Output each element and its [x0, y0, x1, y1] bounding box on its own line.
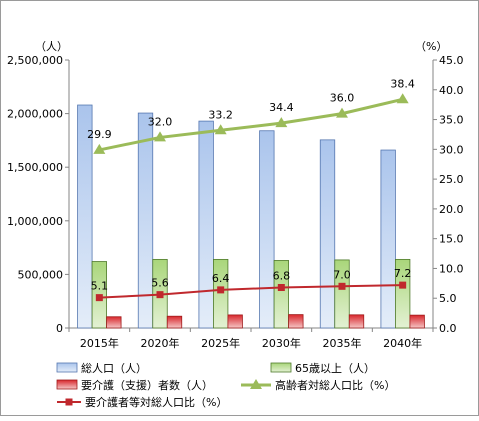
label-aged-ratio: 34.4: [269, 101, 294, 114]
left-axis: 0 500,000 1,000,000 1,500,000 2,000,000 2,500…: [7, 54, 69, 335]
point-aged-ratio: [396, 93, 409, 104]
right-axis-unit-label: （%）: [415, 40, 447, 53]
legend-aged-65-plus-swatch: [270, 362, 292, 373]
point-care-ratio: [277, 284, 285, 292]
line-care-ratio: [99, 284, 403, 299]
legend-aged-65-plus-label: 65歳以上（人）: [295, 362, 375, 375]
x-axis-labels: 2015年 2020年 2025年 2030年 2035年 2040年: [68, 328, 434, 350]
point-aged-ratio: [154, 131, 166, 142]
x-axis-tick-label: 2030年: [262, 336, 301, 350]
x-axis-tick-label: 2035年: [323, 336, 362, 350]
x-axis-tick-label: 2020年: [141, 336, 180, 350]
point-aged-ratio: [214, 124, 227, 135]
right-axis-tick-label: 40.0: [439, 84, 464, 97]
bar-total-population: [137, 112, 154, 329]
x-axis-tick-label: 2040年: [383, 336, 422, 350]
point-care-ratio: [399, 281, 407, 289]
right-axis-tick-label: 15.0: [439, 233, 464, 246]
right-axis-tick-label: 5.0: [439, 292, 457, 305]
left-axis-tick-label: 500,000: [18, 268, 64, 281]
x-axis-tick-label: 2015年: [80, 336, 119, 350]
bar-total-population: [198, 120, 214, 329]
right-axis-tick-label: 30.0: [439, 143, 464, 156]
legend-care-ratio-swatch-marker: [65, 398, 73, 406]
bar-aged-65-plus: [334, 259, 350, 329]
legend-care-recipients-label: 要介護（支援）者数（人）: [81, 378, 213, 392]
left-axis-tick-label: 2,000,000: [7, 108, 63, 121]
bar-aged-65-plus: [213, 258, 229, 329]
left-axis-tick-label: 2,500,000: [7, 54, 63, 67]
legend: 総人口（人） 65歳以上（人） 要介護（支援）者数（人） 高齢者対総人口比（%） 要介護…: [56, 361, 395, 409]
bar-total-population: [259, 130, 275, 329]
left-axis-tick-label: 1,500,000: [7, 161, 63, 174]
bar-care-recipients: [348, 314, 365, 329]
label-aged-ratio: 36.0: [330, 92, 355, 105]
bar-total-population: [319, 139, 336, 329]
label-care-ratio: 5.1: [91, 280, 109, 293]
bar-care-recipients: [288, 314, 304, 329]
right-axis-tick-label: 45.0: [439, 54, 464, 67]
point-aged-ratio: [93, 143, 106, 154]
legend-aged-ratio-label: 高齢者対総人口比（%）: [275, 378, 395, 392]
line-aged-ratio: [99, 97, 404, 152]
label-care-ratio: 5.6: [151, 277, 169, 290]
legend-aged-ratio-swatch-marker: [250, 379, 262, 389]
point-care-ratio: [217, 286, 225, 294]
right-axis-tick-label: 35.0: [439, 114, 464, 127]
label-care-ratio: 7.2: [394, 267, 412, 280]
label-care-ratio: 6.4: [212, 272, 230, 285]
right-axis-tick-label: 0.0: [439, 322, 457, 335]
right-axis-tick-label: 10.0: [439, 262, 464, 275]
label-care-ratio: 6.8: [273, 270, 291, 283]
line-series: 29.9 32.0 33.2 34.4 36.0 38.4 5.1 5.6 6.4 6.8 7.0 7…: [87, 77, 415, 302]
label-aged-ratio: 38.4: [390, 77, 415, 90]
legend-care-recipients-swatch: [56, 379, 78, 390]
bar-care-recipients: [409, 314, 425, 329]
right-axis-tick-label: 20.0: [439, 203, 464, 216]
label-aged-ratio: 32.0: [148, 115, 173, 128]
left-axis-tick-label: 1,000,000: [7, 215, 63, 228]
legend-total-population-swatch: [56, 362, 78, 373]
bar-care-recipients: [166, 315, 183, 329]
point-care-ratio: [338, 282, 346, 290]
left-axis-unit-label: （人）: [35, 40, 68, 53]
left-axis-tick-label: 0: [56, 322, 63, 335]
point-aged-ratio: [336, 107, 348, 118]
x-axis-tick-label: 2025年: [201, 336, 240, 350]
bar-aged-65-plus: [273, 260, 289, 329]
bar-series: [77, 104, 425, 329]
bar-care-recipients: [106, 316, 122, 329]
bar-care-recipients: [227, 314, 243, 329]
label-aged-ratio: 33.2: [208, 108, 233, 121]
bar-total-population: [380, 149, 396, 329]
label-care-ratio: 7.0: [333, 268, 351, 281]
right-axis: 0.0 5.0 10.0 15.0 20.0 25.0 30.0 35.0 40.0 45.0: [433, 54, 464, 335]
point-care-ratio: [156, 291, 164, 299]
bar-aged-65-plus: [395, 258, 411, 329]
legend-total-population-label: 総人口（人）: [81, 361, 147, 375]
legend-care-ratio-label: 要介護者等対総人口比（%）: [85, 395, 227, 409]
point-care-ratio: [95, 294, 103, 302]
label-aged-ratio: 29.9: [87, 128, 112, 141]
right-axis-tick-label: 25.0: [439, 173, 464, 186]
bar-total-population: [77, 104, 93, 329]
point-aged-ratio: [275, 117, 288, 128]
